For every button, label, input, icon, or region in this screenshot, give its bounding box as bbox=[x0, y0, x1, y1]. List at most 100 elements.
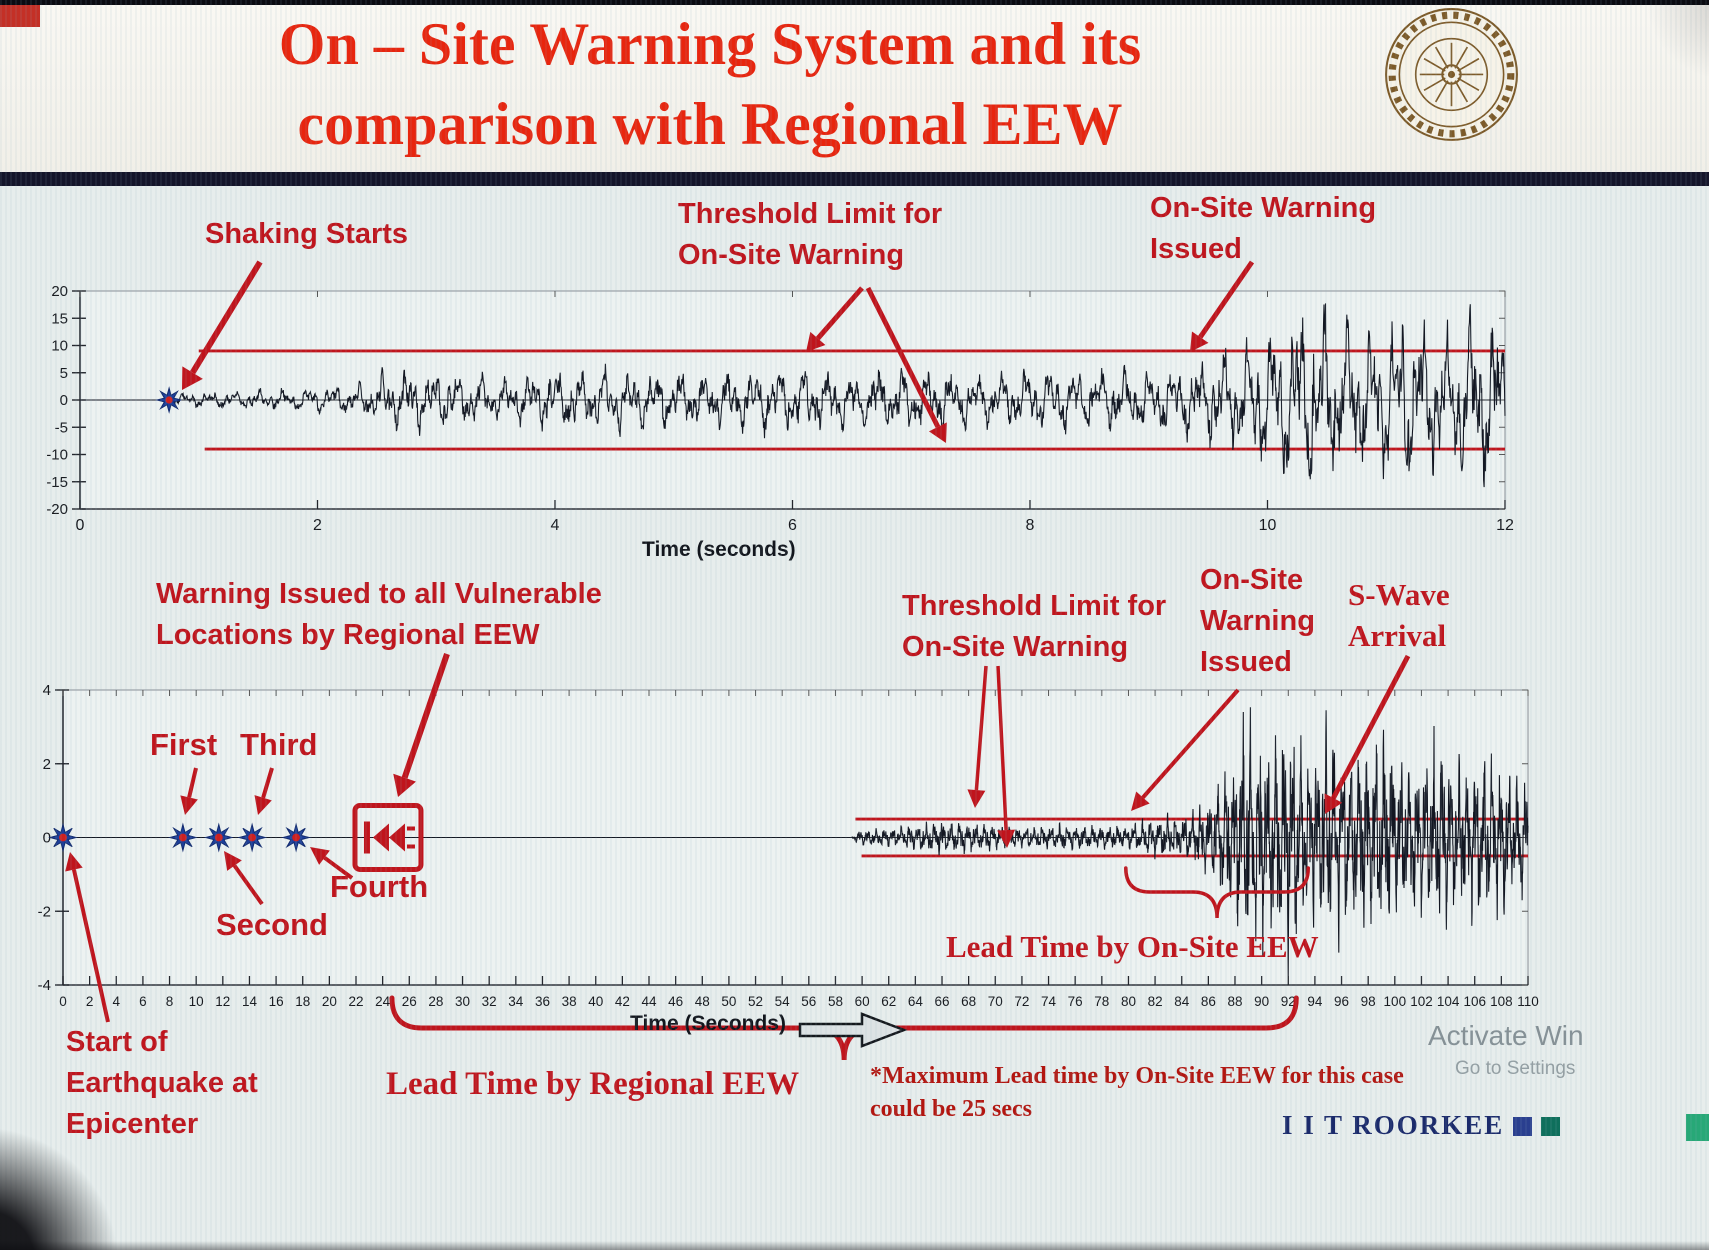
tick-label: 5 bbox=[60, 365, 68, 382]
tick-label: 0 bbox=[59, 994, 67, 1009]
tick-label: 0 bbox=[76, 517, 85, 534]
tick-label: 20 bbox=[51, 283, 68, 300]
label-lead-time-onsite: Lead Time by On-Site EEW bbox=[946, 929, 1319, 964]
tick-label: 4 bbox=[113, 994, 121, 1009]
tick-label: 32 bbox=[482, 994, 497, 1009]
tick-label: 106 bbox=[1463, 994, 1486, 1009]
ann-threshold-limit-c2: Threshold Limit for On-Site Warning bbox=[902, 586, 1166, 668]
tick-label: 68 bbox=[961, 994, 976, 1009]
ann-regional-warning-line2: Locations by Regional EEW bbox=[156, 619, 540, 651]
tick-label: -2 bbox=[38, 903, 51, 920]
tick-label: 0 bbox=[43, 830, 51, 847]
ann-threshold-limit-c2-line2: On-Site Warning bbox=[902, 631, 1129, 663]
ann-threshold-limit-c1: Threshold Limit for On-Site Warning bbox=[678, 194, 942, 276]
tick-label: 110 bbox=[1517, 994, 1539, 1009]
regional-eew-warning-icon-dash bbox=[406, 826, 415, 831]
tick-label: 10 bbox=[189, 994, 204, 1009]
tick-label: 50 bbox=[721, 994, 736, 1009]
iit-roorkee-wordmark: I I T ROORKEE bbox=[1282, 1110, 1561, 1141]
tick-label: 98 bbox=[1361, 994, 1376, 1009]
ann-onsite-issued-c1-line1: On-Site Warning bbox=[1150, 192, 1377, 224]
tick-label: 76 bbox=[1068, 994, 1083, 1009]
tick-label: 16 bbox=[269, 994, 284, 1009]
ann-first-station: First bbox=[150, 727, 218, 762]
tick-label: -4 bbox=[38, 977, 51, 994]
third-warning-marker-center bbox=[248, 833, 257, 842]
regional-eew-warning-icon-dash bbox=[406, 844, 415, 849]
brand-text: I I T ROORKEE bbox=[1282, 1110, 1505, 1140]
tick-label: 54 bbox=[775, 994, 791, 1009]
tick-label: 88 bbox=[1227, 994, 1242, 1009]
ann-onsite-issued-c2-line2: Warning bbox=[1200, 605, 1315, 637]
ann-start-epicenter-line3: Epicenter bbox=[66, 1108, 199, 1140]
brand-square-blue bbox=[1513, 1117, 1533, 1136]
windows-settings-watermark: Go to Settings bbox=[1455, 1058, 1576, 1079]
ann-onsite-issued-c2: On-Site Warning Issued bbox=[1200, 560, 1315, 683]
tick-label: 34 bbox=[508, 994, 524, 1009]
tick-label: 100 bbox=[1384, 994, 1407, 1009]
tick-label: -15 bbox=[46, 474, 68, 491]
ann-start-epicenter-line1: Start of bbox=[66, 1026, 168, 1058]
tick-label: 104 bbox=[1437, 994, 1460, 1009]
tick-label: -5 bbox=[55, 419, 68, 436]
tick-label: 10 bbox=[51, 338, 68, 355]
tick-label: 48 bbox=[695, 994, 710, 1009]
tick-label: 56 bbox=[801, 994, 816, 1009]
ann-onsite-issued-c2-line3: Issued bbox=[1200, 646, 1292, 678]
tick-label: 72 bbox=[1014, 994, 1029, 1009]
tick-label: 18 bbox=[295, 994, 310, 1009]
ann-onsite-issued-c2-line1: On-Site bbox=[1200, 564, 1304, 596]
tick-label: 44 bbox=[641, 994, 657, 1009]
ann-shaking-starts: Shaking Starts bbox=[205, 218, 409, 250]
tick-label: 6 bbox=[139, 994, 147, 1009]
regional-eew-warning-icon-bar bbox=[363, 821, 370, 854]
tick-label: 2 bbox=[86, 994, 94, 1009]
tick-label: 90 bbox=[1254, 994, 1269, 1009]
tick-label: 102 bbox=[1410, 994, 1433, 1009]
time-axis-arrow bbox=[798, 1012, 908, 1048]
epicenter-marker-center bbox=[59, 833, 67, 842]
ann-s-wave-arrival-line2: Arrival bbox=[1348, 618, 1447, 653]
fourth-warning-marker-center bbox=[292, 833, 300, 842]
ann-second-station: Second bbox=[216, 907, 328, 942]
tick-label: 30 bbox=[455, 994, 470, 1009]
chart1-x-axis-label: Time (seconds) bbox=[642, 538, 796, 561]
ann-third-station: Third bbox=[240, 727, 318, 762]
ann-onsite-issued-c1: On-Site Warning Issued bbox=[1150, 188, 1376, 270]
tick-label: 58 bbox=[828, 994, 843, 1009]
tick-label: 66 bbox=[934, 994, 949, 1009]
tick-label: 10 bbox=[1259, 517, 1277, 534]
first-warning-marker-center bbox=[178, 833, 187, 842]
ann-s-wave-arrival: S-Wave Arrival bbox=[1348, 574, 1450, 656]
windows-activate-watermark: Activate Win bbox=[1428, 1020, 1584, 1051]
ann-regional-warning: Warning Issued to all Vulnerable Locatio… bbox=[156, 574, 602, 656]
corner-artifact bbox=[0, 5, 40, 27]
second-warning-marker-center bbox=[214, 833, 223, 842]
tick-label: 62 bbox=[881, 994, 896, 1009]
tick-label: 26 bbox=[402, 994, 417, 1009]
tick-label: 8 bbox=[166, 994, 174, 1009]
tick-label: 28 bbox=[428, 994, 443, 1009]
ann-start-epicenter: Start of Earthquake at Epicenter bbox=[66, 1022, 258, 1145]
ann-regional-warning-line1: Warning Issued to all Vulnerable bbox=[156, 578, 602, 610]
tick-label: 2 bbox=[43, 756, 51, 773]
tick-label: 96 bbox=[1334, 994, 1349, 1009]
corner-green-square bbox=[1686, 1114, 1709, 1141]
tick-label: 78 bbox=[1094, 994, 1109, 1009]
ann-threshold-limit-c1-line1: Threshold Limit for bbox=[678, 198, 943, 230]
note-max-lead-time-line1: *Maximum Lead time by On-Site EEW for th… bbox=[870, 1063, 1404, 1089]
tick-label: 38 bbox=[562, 994, 577, 1009]
tick-label: 4 bbox=[551, 517, 560, 534]
tick-label: 52 bbox=[748, 994, 763, 1009]
tick-label: 6 bbox=[788, 517, 797, 534]
tick-label: 82 bbox=[1148, 994, 1163, 1009]
tick-label: 36 bbox=[535, 994, 550, 1009]
tick-label: 0 bbox=[60, 392, 68, 409]
tick-label: 4 bbox=[43, 682, 51, 699]
tick-label: 8 bbox=[1026, 517, 1035, 534]
tick-label: 40 bbox=[588, 994, 603, 1009]
tick-label: 22 bbox=[348, 994, 363, 1009]
tick-label: 12 bbox=[1496, 517, 1514, 534]
ann-threshold-limit-c2-line1: Threshold Limit for bbox=[902, 590, 1167, 622]
